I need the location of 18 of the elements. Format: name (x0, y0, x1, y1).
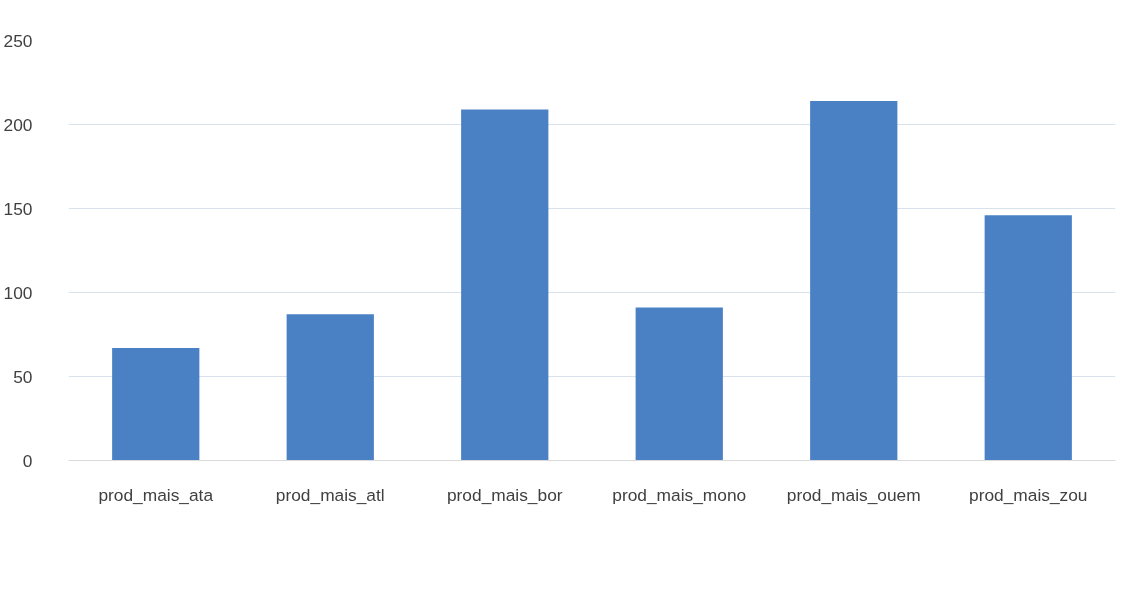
x-tick-label: prod_mais_atl (275, 484, 385, 505)
y-tick-label: 250 (3, 30, 33, 51)
bar (112, 347, 200, 461)
bar (984, 215, 1072, 461)
bar (635, 307, 723, 461)
bar (286, 314, 374, 461)
x-tick-label: prod_mais_bor (446, 484, 563, 505)
y-tick-label: 150 (3, 198, 33, 219)
x-tick-label: prod_mais_ata (98, 484, 214, 505)
y-tick-label: 0 (22, 450, 33, 471)
x-tick-label: prod_mais_ouem (786, 484, 921, 505)
bar (461, 109, 549, 461)
bar (810, 100, 898, 461)
x-tick-label: prod_mais_zou (969, 484, 1088, 505)
y-tick-label: 50 (13, 366, 33, 387)
x-tick-label: prod_mais_mono (612, 484, 747, 505)
y-tick-label: 100 (3, 282, 33, 303)
y-tick-label: 200 (3, 114, 33, 135)
